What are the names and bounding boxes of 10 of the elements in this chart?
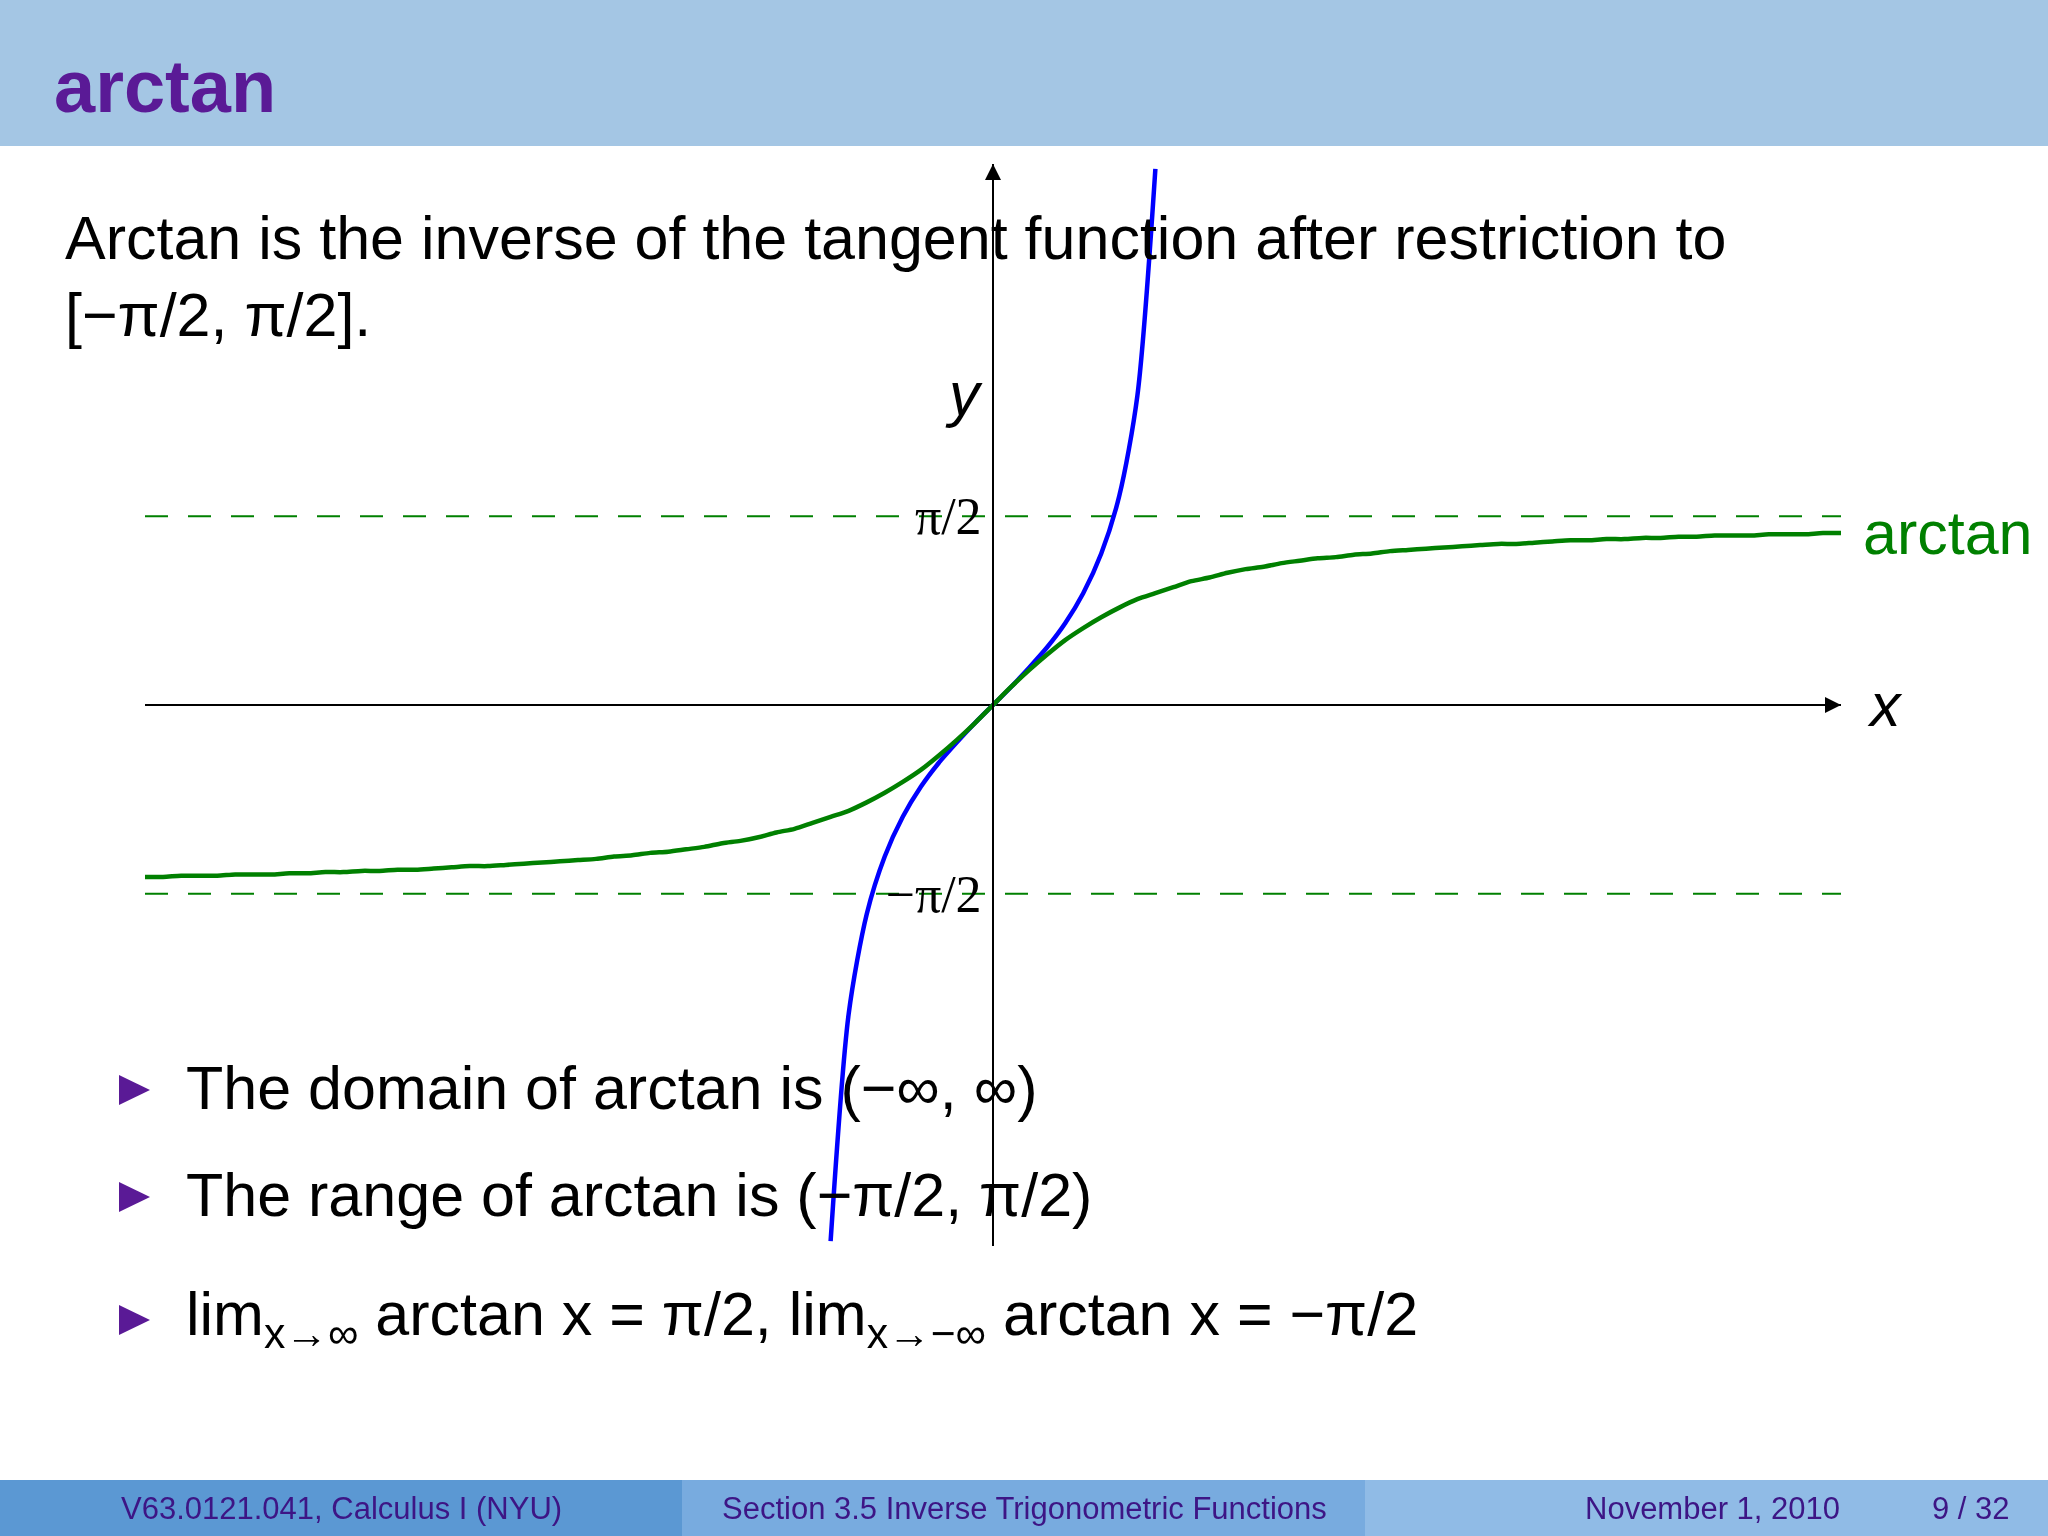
- chart-title: arctan: [54, 45, 277, 128]
- x-axis-title: x: [1867, 671, 1903, 739]
- text: November 1, 2010: [1585, 1491, 1841, 1526]
- series-label: arctan: [1863, 499, 2033, 567]
- text: V63.0121.041, Calculus I (NYU): [121, 1491, 563, 1526]
- y-axis-title: y: [945, 360, 983, 428]
- y-tick-label: −π/2: [885, 865, 982, 923]
- text: Section 3.5 Inverse Trigonometric Functions: [722, 1491, 1327, 1526]
- text: lim$_{x→∞}$ arctan x = π/2, lim$_{x→−∞}$ arctan x = −π/2: [186, 1280, 1419, 1357]
- text: 9 / 32: [1932, 1491, 2010, 1526]
